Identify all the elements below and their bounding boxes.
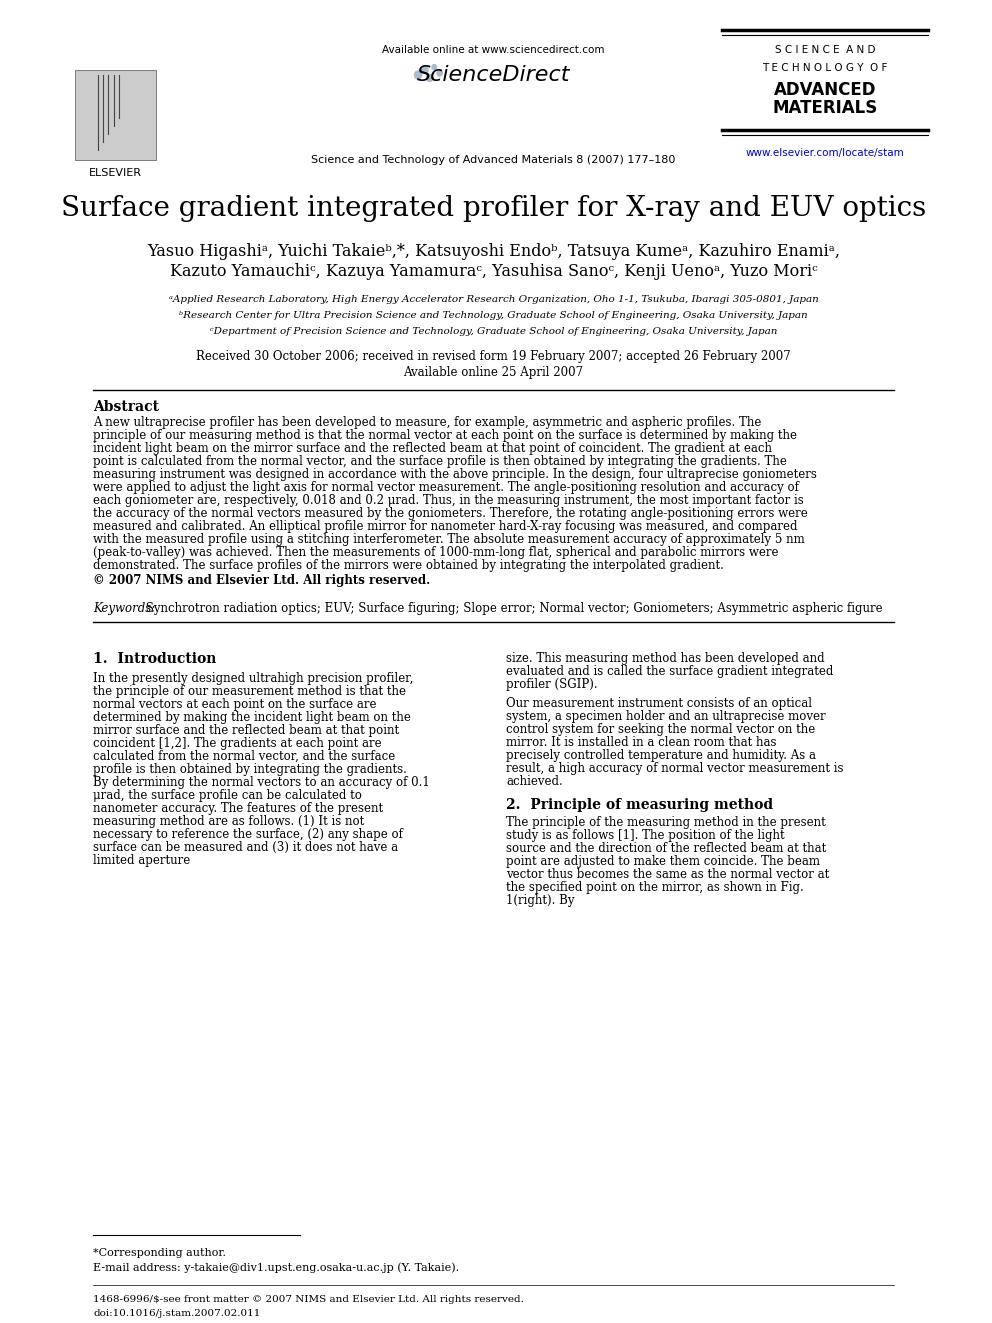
Text: Keywords:: Keywords:: [93, 602, 156, 615]
Text: point is calculated from the normal vector, and the surface profile is then obta: point is calculated from the normal vect…: [93, 455, 787, 468]
Text: principle of our measuring method is that the normal vector at each point on the: principle of our measuring method is tha…: [93, 429, 798, 442]
Text: ᶜDepartment of Precision Science and Technology, Graduate School of Engineering,: ᶜDepartment of Precision Science and Tec…: [210, 327, 777, 336]
Text: (peak-to-valley) was achieved. Then the measurements of 1000-mm-long flat, spher: (peak-to-valley) was achieved. Then the …: [93, 546, 779, 560]
Text: ScienceDirect: ScienceDirect: [417, 65, 570, 85]
Text: control system for seeking the normal vector on the: control system for seeking the normal ve…: [506, 722, 815, 736]
Text: the specified point on the mirror, as shown in Fig.: the specified point on the mirror, as sh…: [506, 881, 804, 894]
Text: Surface gradient integrated profiler for X-ray and EUV optics: Surface gradient integrated profiler for…: [61, 194, 927, 222]
Text: 1(right). By: 1(right). By: [506, 894, 574, 908]
Text: By determining the normal vectors to an accuracy of 0.1: By determining the normal vectors to an …: [93, 777, 430, 789]
Circle shape: [436, 70, 442, 75]
Text: each goniometer are, respectively, 0.018 and 0.2 μrad. Thus, in the measuring in: each goniometer are, respectively, 0.018…: [93, 493, 804, 507]
Text: necessary to reference the surface, (2) any shape of: necessary to reference the surface, (2) …: [93, 828, 403, 841]
Text: MATERIALS: MATERIALS: [772, 99, 877, 116]
Text: point are adjusted to make them coincide. The beam: point are adjusted to make them coincide…: [506, 855, 820, 868]
Text: limited aperture: limited aperture: [93, 855, 190, 867]
Text: 2.  Principle of measuring method: 2. Principle of measuring method: [506, 798, 773, 812]
Text: doi:10.1016/j.stam.2007.02.011: doi:10.1016/j.stam.2007.02.011: [93, 1308, 261, 1318]
Text: coincident [1,2]. The gradients at each point are: coincident [1,2]. The gradients at each …: [93, 737, 382, 750]
Text: The principle of the measuring method in the present: The principle of the measuring method in…: [506, 816, 825, 830]
Text: demonstrated. The surface profiles of the mirrors were obtained by integrating t: demonstrated. The surface profiles of th…: [93, 560, 724, 572]
Text: A new ultraprecise profiler has been developed to measure, for example, asymmetr: A new ultraprecise profiler has been dev…: [93, 415, 762, 429]
Text: *Corresponding author.: *Corresponding author.: [93, 1248, 226, 1258]
Text: profile is then obtained by integrating the gradients.: profile is then obtained by integrating …: [93, 763, 407, 777]
Text: measured and calibrated. An elliptical profile mirror for nanometer hard-X-ray f: measured and calibrated. An elliptical p…: [93, 520, 798, 533]
Text: ᵃApplied Research Laboratory, High Energy Accelerator Research Organization, Oho: ᵃApplied Research Laboratory, High Energ…: [169, 295, 818, 304]
Text: T E C H N O L O G Y  O F: T E C H N O L O G Y O F: [762, 64, 888, 73]
Text: Available online 25 April 2007: Available online 25 April 2007: [404, 366, 583, 378]
Text: 1468-6996/$-see front matter © 2007 NIMS and Elsevier Ltd. All rights reserved.: 1468-6996/$-see front matter © 2007 NIMS…: [93, 1295, 524, 1304]
FancyBboxPatch shape: [75, 70, 156, 160]
Text: measuring instrument was designed in accordance with the above principle. In the: measuring instrument was designed in acc…: [93, 468, 817, 482]
Text: mirror. It is installed in a clean room that has: mirror. It is installed in a clean room …: [506, 736, 777, 749]
Text: Abstract: Abstract: [93, 400, 159, 414]
Text: mirror surface and the reflected beam at that point: mirror surface and the reflected beam at…: [93, 724, 399, 737]
Text: ELSEVIER: ELSEVIER: [89, 168, 142, 179]
Text: vector thus becomes the same as the normal vector at: vector thus becomes the same as the norm…: [506, 868, 829, 881]
Text: S C I E N C E  A N D: S C I E N C E A N D: [775, 45, 875, 56]
Text: source and the direction of the reflected beam at that: source and the direction of the reflecte…: [506, 841, 826, 855]
Text: study is as follows [1]. The position of the light: study is as follows [1]. The position of…: [506, 830, 785, 841]
Text: size. This measuring method has been developed and: size. This measuring method has been dev…: [506, 652, 824, 665]
Text: Received 30 October 2006; received in revised form 19 February 2007; accepted 26: Received 30 October 2006; received in re…: [196, 351, 791, 363]
Circle shape: [427, 74, 433, 82]
Text: ADVANCED: ADVANCED: [774, 81, 876, 99]
Text: Science and Technology of Advanced Materials 8 (2007) 177–180: Science and Technology of Advanced Mater…: [311, 155, 676, 165]
Circle shape: [433, 65, 436, 70]
Text: incident light beam on the mirror surface and the reflected beam at that point o: incident light beam on the mirror surfac…: [93, 442, 772, 455]
Text: μrad, the surface profile can be calculated to: μrad, the surface profile can be calcula…: [93, 789, 362, 802]
Circle shape: [423, 67, 428, 73]
Text: Kazuto Yamauchiᶜ, Kazuya Yamamuraᶜ, Yasuhisa Sanoᶜ, Kenji Uenoᵃ, Yuzo Moriᶜ: Kazuto Yamauchiᶜ, Kazuya Yamamuraᶜ, Yasu…: [170, 263, 817, 280]
Text: Available online at www.sciencedirect.com: Available online at www.sciencedirect.co…: [382, 45, 605, 56]
Text: measuring method are as follows. (1) It is not: measuring method are as follows. (1) It …: [93, 815, 364, 828]
Text: www.elsevier.com/locate/stam: www.elsevier.com/locate/stam: [745, 148, 904, 157]
Text: the principle of our measurement method is that the: the principle of our measurement method …: [93, 685, 406, 699]
Text: determined by making the incident light beam on the: determined by making the incident light …: [93, 710, 411, 724]
Text: with the measured profile using a stitching interferometer. The absolute measure: with the measured profile using a stitch…: [93, 533, 805, 546]
Text: normal vectors at each point on the surface are: normal vectors at each point on the surf…: [93, 699, 377, 710]
Text: surface can be measured and (3) it does not have a: surface can be measured and (3) it does …: [93, 841, 398, 855]
Text: ᵇResearch Center for Ultra Precision Science and Technology, Graduate School of : ᵇResearch Center for Ultra Precision Sci…: [180, 311, 807, 320]
Text: system, a specimen holder and an ultraprecise mover: system, a specimen holder and an ultrapr…: [506, 710, 825, 722]
Text: Synchrotron radiation optics; EUV; Surface figuring; Slope error; Normal vector;: Synchrotron radiation optics; EUV; Surfa…: [143, 602, 883, 615]
Text: © 2007 NIMS and Elsevier Ltd. All rights reserved.: © 2007 NIMS and Elsevier Ltd. All rights…: [93, 574, 431, 587]
Text: Our measurement instrument consists of an optical: Our measurement instrument consists of a…: [506, 697, 812, 710]
Text: evaluated and is called the surface gradient integrated: evaluated and is called the surface grad…: [506, 665, 833, 677]
Text: nanometer accuracy. The features of the present: nanometer accuracy. The features of the …: [93, 802, 383, 815]
Text: profiler (SGIP).: profiler (SGIP).: [506, 677, 598, 691]
Text: result, a high accuracy of normal vector measurement is: result, a high accuracy of normal vector…: [506, 762, 843, 775]
Text: 1.  Introduction: 1. Introduction: [93, 652, 216, 665]
Text: calculated from the normal vector, and the surface: calculated from the normal vector, and t…: [93, 750, 396, 763]
Text: were applied to adjust the light axis for normal vector measurement. The angle-p: were applied to adjust the light axis fo…: [93, 482, 799, 493]
Text: achieved.: achieved.: [506, 775, 562, 789]
Text: In the presently designed ultrahigh precision profiler,: In the presently designed ultrahigh prec…: [93, 672, 414, 685]
Text: Yasuo Higashiᵃ, Yuichi Takaieᵇ,*, Katsuyoshi Endoᵇ, Tatsuya Kumeᵃ, Kazuhiro Enam: Yasuo Higashiᵃ, Yuichi Takaieᵇ,*, Katsuy…: [147, 243, 840, 261]
Text: the accuracy of the normal vectors measured by the goniometers. Therefore, the r: the accuracy of the normal vectors measu…: [93, 507, 807, 520]
Text: E-mail address: y-takaie@div1.upst.eng.osaka-u.ac.jp (Y. Takaie).: E-mail address: y-takaie@div1.upst.eng.o…: [93, 1262, 459, 1273]
Circle shape: [415, 71, 422, 79]
Text: precisely controlled temperature and humidity. As a: precisely controlled temperature and hum…: [506, 749, 816, 762]
